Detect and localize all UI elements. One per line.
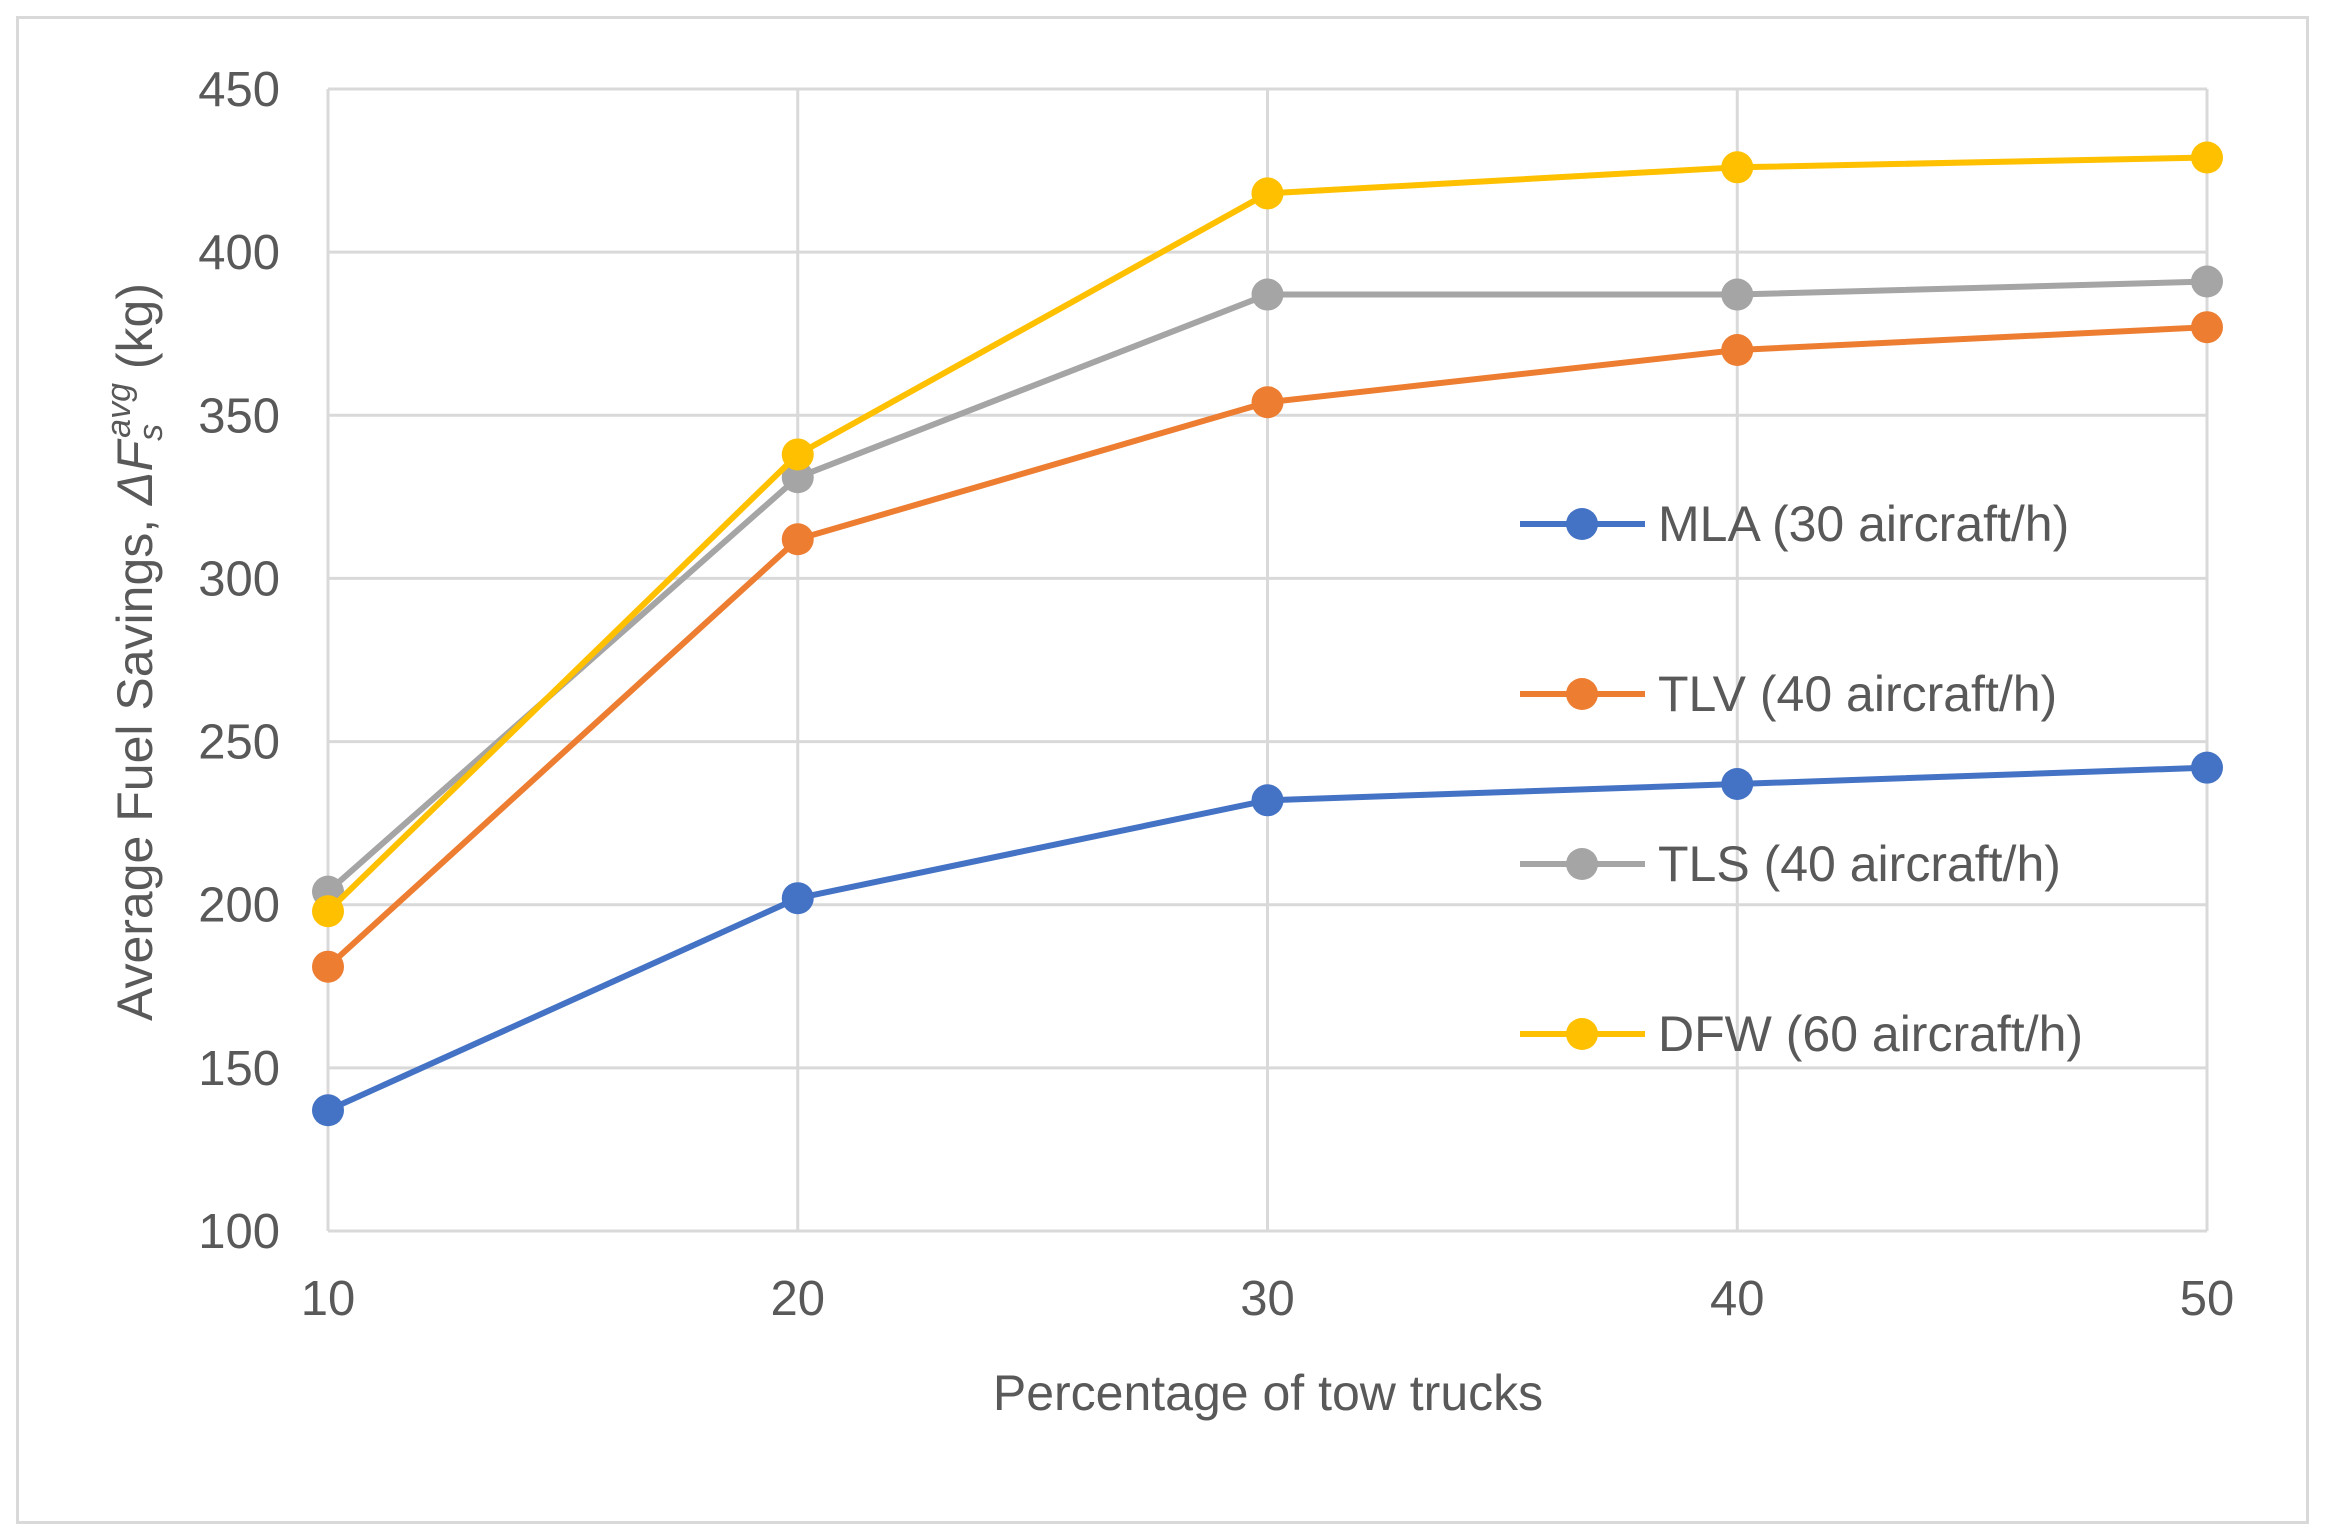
- data-point: [781, 882, 814, 915]
- y-axis-title-unit: (kg): [107, 283, 163, 383]
- data-point: [2191, 141, 2223, 174]
- x-tick-label: 20: [770, 1272, 825, 1326]
- y-axis-title-prefix: Average Fuel Savings,: [107, 505, 163, 1021]
- data-point: [781, 523, 814, 556]
- data-point: [2191, 265, 2223, 298]
- legend-marker: [1566, 678, 1598, 710]
- legend-label: TLV (40 aircraft/h): [1658, 666, 2057, 722]
- data-point: [1721, 334, 1754, 367]
- legend-entry: TLV (40 aircraft/h): [1520, 666, 2057, 722]
- data-point: [2191, 311, 2223, 344]
- data-point: [1721, 767, 1754, 800]
- data-point: [1721, 151, 1754, 184]
- y-tick-label: 350: [198, 389, 280, 443]
- legend-entry: TLS (40 aircraft/h): [1520, 836, 2061, 892]
- y-tick-label: 250: [198, 716, 280, 770]
- y-axis-title-symbol: ΔF: [107, 438, 163, 506]
- x-tick-label: 40: [1710, 1272, 1765, 1326]
- series-3: [312, 265, 2223, 908]
- data-point: [1721, 278, 1754, 311]
- y-tick-label: 400: [198, 226, 280, 280]
- data-point: [1251, 784, 1284, 817]
- y-axis-title: Average Fuel Savings, ΔFsavg (kg): [100, 283, 170, 1021]
- legend-label: TLS (40 aircraft/h): [1658, 836, 2061, 892]
- legend-marker: [1566, 1018, 1598, 1050]
- legend-label: MLA (30 aircraft/h): [1658, 496, 2069, 552]
- y-tick-label: 300: [198, 552, 280, 606]
- y-tick-label: 100: [198, 1205, 280, 1259]
- legend-marker: [1566, 508, 1598, 540]
- y-axis-title-subscript: s: [132, 424, 170, 441]
- y-tick-label: 200: [198, 879, 280, 933]
- chart-frame: [16, 16, 2309, 1524]
- data-point: [1251, 386, 1284, 419]
- x-axis-title: Percentage of tow trucks: [993, 1365, 1543, 1421]
- x-tick-label: 10: [301, 1272, 356, 1326]
- data-point: [781, 438, 814, 471]
- series-1: [312, 751, 2223, 1127]
- y-tick-label: 150: [198, 1042, 280, 1096]
- legend-entry: MLA (30 aircraft/h): [1520, 496, 2069, 552]
- series-group: [312, 141, 2223, 1127]
- x-tick-label: 50: [2180, 1272, 2235, 1326]
- legend-entry: DFW (60 aircraft/h): [1520, 1006, 2083, 1062]
- data-point: [1251, 278, 1284, 311]
- y-tick-labels: 100 150 200 250 300 350 400 450: [198, 63, 280, 1259]
- data-point: [1251, 177, 1284, 210]
- x-tick-label: 30: [1240, 1272, 1295, 1326]
- legend: MLA (30 aircraft/h) TLV (40 aircraft/h) TL…: [1520, 496, 2083, 1062]
- data-point: [2191, 751, 2223, 784]
- series-4: [312, 141, 2223, 928]
- legend-label: DFW (60 aircraft/h): [1658, 1006, 2083, 1062]
- legend-marker: [1566, 848, 1598, 880]
- y-tick-label: 450: [198, 63, 280, 117]
- data-point: [781, 461, 814, 494]
- gridlines: [326, 87, 2209, 1233]
- series-2: [312, 311, 2223, 983]
- x-tick-labels: 10 20 30 40 50: [301, 1272, 2235, 1326]
- data-point: [312, 1094, 344, 1127]
- data-point: [312, 895, 344, 928]
- data-point: [312, 950, 344, 983]
- y-axis-title-superscript: avg: [100, 383, 138, 438]
